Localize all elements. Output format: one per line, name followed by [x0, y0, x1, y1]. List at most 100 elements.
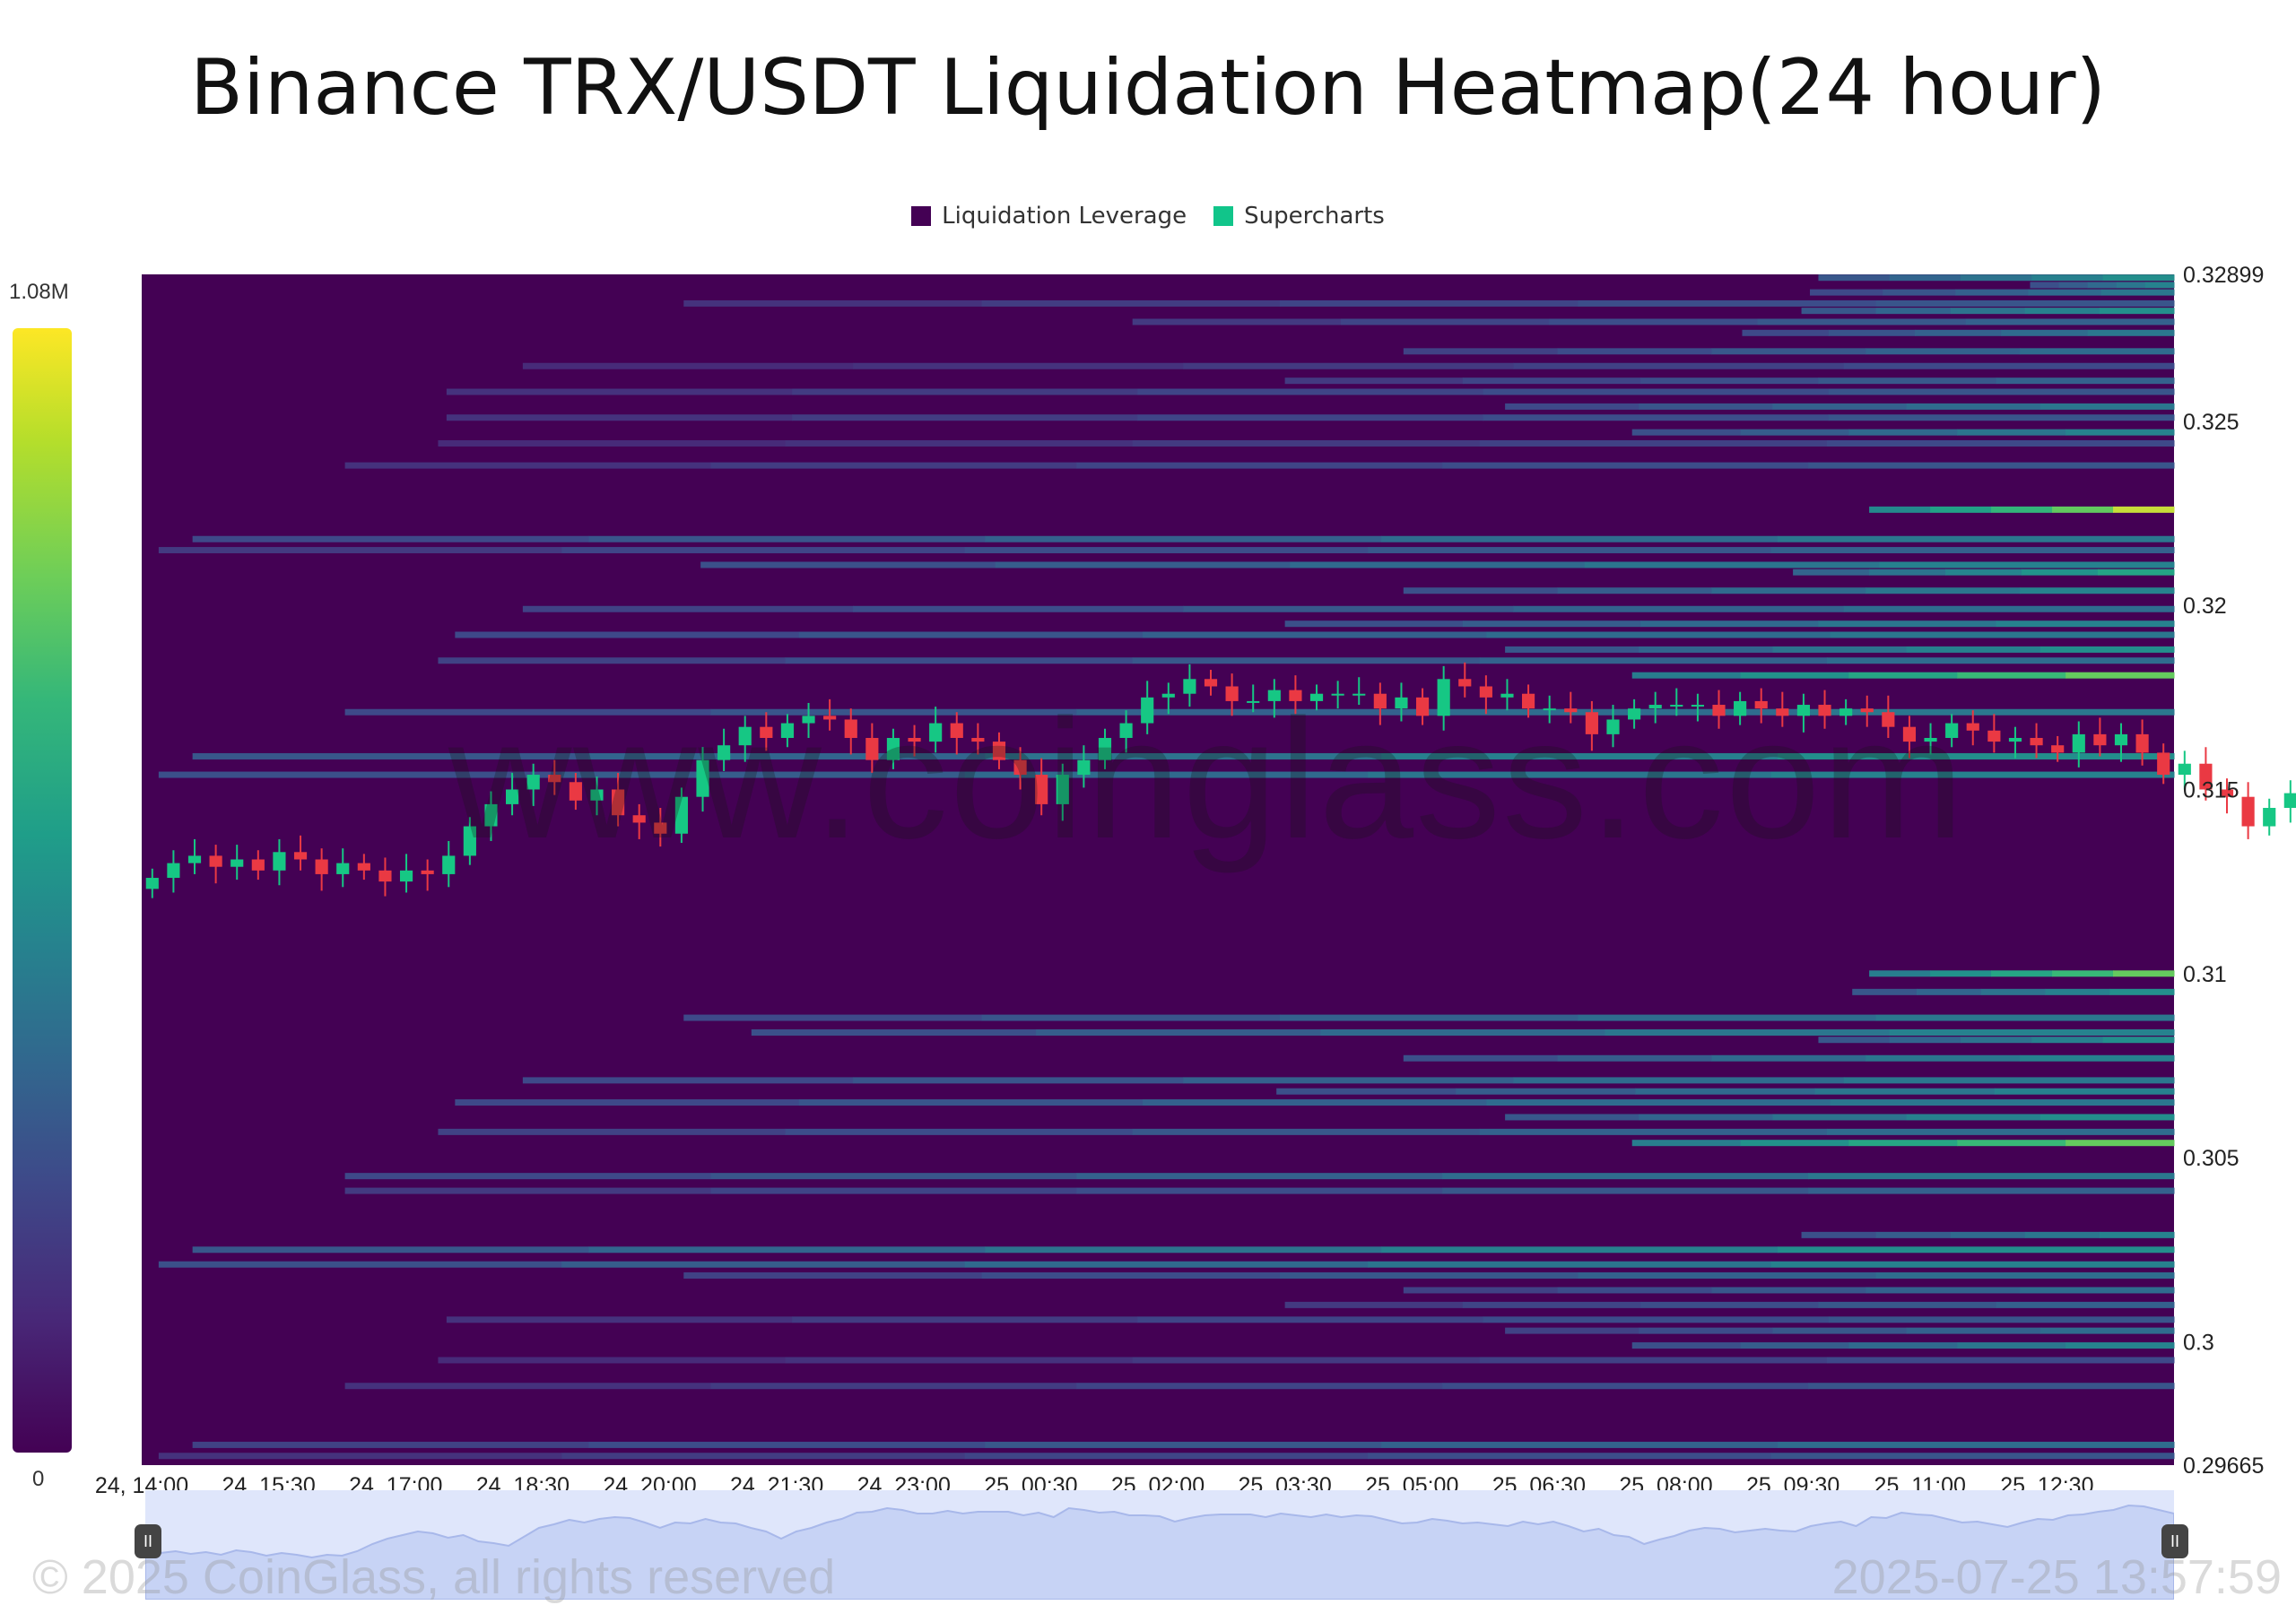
candle-body-86	[1966, 723, 1979, 731]
liquidation-band-32-seg-0	[1852, 988, 1918, 995]
candle-body-47	[1141, 697, 1154, 724]
candle-body-68	[1585, 712, 1598, 734]
liquidation-band-36-seg-3	[1866, 1054, 2021, 1062]
liquidation-band-46-seg-1	[588, 1246, 986, 1254]
liquidation-band-0-seg-1	[1889, 274, 1961, 282]
navigator-left-handle[interactable]: II	[135, 1524, 161, 1558]
liquidation-band-55-seg-1	[710, 1383, 1077, 1390]
liquidation-band-43-seg-0	[344, 1173, 711, 1180]
liquidation-band-49-seg-2	[1711, 1287, 1866, 1294]
liquidation-band-29-seg-0	[192, 753, 590, 760]
candle-body-90	[2051, 745, 2065, 753]
liquidation-band-16-seg-1	[1930, 506, 1992, 513]
chart-title: Binance TRX/USDT Liquidation Heatmap(24 …	[189, 43, 2107, 133]
liquidation-band-29-seg-3	[1381, 753, 1779, 760]
candle-body-20	[569, 782, 582, 801]
liquidation-band-52-seg-2	[1772, 1327, 1908, 1334]
liquidation-band-16-seg-0	[1869, 506, 1931, 513]
liquidation-band-49-seg-3	[1866, 1287, 2021, 1294]
liquidation-band-38-seg-1	[1456, 1088, 1637, 1095]
colorbar[interactable]	[13, 328, 72, 1453]
liquidation-band-53-seg-4	[2066, 1342, 2175, 1349]
candle-body-71	[1648, 705, 1662, 709]
liquidation-band-14-seg-0	[438, 439, 787, 447]
candle-body-0	[145, 878, 159, 889]
liquidation-band-10-seg-2	[1137, 388, 1484, 395]
liquidation-band-3-seg-0	[683, 299, 983, 307]
liquidation-band-22-seg-2	[1183, 605, 1515, 612]
candle-body-82	[1882, 712, 1895, 727]
candle-body-23	[632, 815, 646, 823]
liquidation-band-25-seg-1	[1639, 646, 1773, 653]
candle-body-78	[1796, 705, 1811, 716]
candle-body-66	[1543, 708, 1556, 711]
liquidation-band-43-seg-3	[1442, 1173, 1809, 1180]
liquidation-band-12-seg-4	[1828, 414, 2175, 421]
candle-body-21	[590, 789, 604, 801]
candle-body-100	[2263, 808, 2276, 827]
liquidation-band-30-seg-3	[1368, 771, 1772, 778]
liquidation-band-3-seg-3	[1578, 299, 1877, 307]
candle-body-28	[738, 726, 752, 746]
legend-item-supercharts[interactable]: Supercharts	[1213, 203, 1385, 230]
liquidation-band-31-seg-0	[1869, 970, 1931, 977]
liquidation-band-31-seg-1	[1930, 970, 1992, 977]
liquidation-band-22-seg-3	[1513, 605, 1845, 612]
candle-body-57	[1352, 693, 1366, 696]
liquidation-band-13-seg-1	[1740, 429, 1849, 436]
candle-body-89	[2030, 737, 2043, 746]
liquidation-band-33-seg-0	[683, 1014, 983, 1021]
liquidation-band-7-seg-4	[2020, 348, 2175, 355]
liquidation-band-27-seg-3	[1957, 672, 2066, 679]
liquidation-band-11-seg-4	[2039, 403, 2175, 410]
liquidation-band-35-seg-0	[1818, 1037, 1891, 1044]
liquidation-band-23-seg-1	[1462, 620, 1641, 628]
liquidation-band-8-seg-3	[1513, 362, 1845, 369]
legend: Liquidation Leverage Supercharts	[0, 203, 2296, 230]
liquidation-band-23-seg-2	[1640, 620, 1819, 628]
liquidation-band-57-seg-1	[561, 1453, 966, 1460]
candle-body-88	[2008, 737, 2022, 742]
liquidation-band-19-seg-2	[1290, 561, 1586, 568]
candle-body-92	[2093, 733, 2107, 746]
liquidation-band-42-seg-3	[1957, 1140, 2066, 1147]
candle-body-55	[1309, 693, 1324, 701]
candle-body-76	[1754, 700, 1768, 709]
liquidation-band-28-seg-1	[710, 708, 1077, 716]
liquidation-band-55-seg-3	[1442, 1383, 1809, 1390]
navigator-right-handle[interactable]: II	[2161, 1524, 2188, 1558]
liquidation-band-10-seg-3	[1483, 388, 1830, 395]
liquidation-band-48-seg-3	[1578, 1272, 1877, 1280]
liquidation-band-9-seg-1	[1462, 377, 1641, 385]
legend-item-liquidation-leverage[interactable]: Liquidation Leverage	[911, 203, 1187, 230]
range-navigator[interactable]	[144, 1490, 2175, 1601]
liquidation-band-53-seg-2	[1848, 1342, 1958, 1349]
candle-body-87	[1987, 730, 2001, 742]
liquidation-band-12-seg-0	[446, 414, 793, 421]
liquidation-band-39-seg-2	[1143, 1099, 1487, 1106]
timestamp: 2025-07-25 13:57:59	[1831, 1550, 2282, 1604]
liquidation-band-23-seg-3	[1818, 620, 1997, 628]
liquidation-band-12-seg-2	[1137, 414, 1484, 421]
candle-body-63	[1479, 686, 1492, 698]
liquidation-band-51-seg-2	[1137, 1316, 1484, 1323]
liquidation-band-32-seg-2	[1980, 988, 2046, 995]
liquidation-band-34-seg-3	[1605, 1029, 1891, 1037]
candle-body-7	[293, 852, 308, 860]
liquidation-band-48-seg-0	[683, 1272, 983, 1280]
liquidation-band-34-seg-1	[1036, 1029, 1321, 1037]
legend-swatch-liquidation-leverage	[911, 206, 932, 226]
liquidation-band-1-seg-0	[2030, 282, 2060, 289]
liquidation-band-0-seg-2	[1961, 274, 2032, 282]
y-tick-label-1: 0.325	[2183, 410, 2239, 435]
y-tick-label-5: 0.305	[2183, 1146, 2239, 1171]
liquidation-band-54-seg-3	[1479, 1357, 1828, 1364]
liquidation-band-10-seg-1	[792, 388, 1138, 395]
liquidation-band-6-seg-1	[1828, 329, 1916, 336]
liquidation-band-5-seg-2	[1549, 318, 1758, 325]
liquidation-band-20-seg-2	[1945, 568, 2022, 576]
candle-body-11	[378, 870, 392, 882]
liquidation-band-30-seg-4	[1770, 771, 2175, 778]
liquidation-band-51-seg-1	[792, 1316, 1138, 1323]
